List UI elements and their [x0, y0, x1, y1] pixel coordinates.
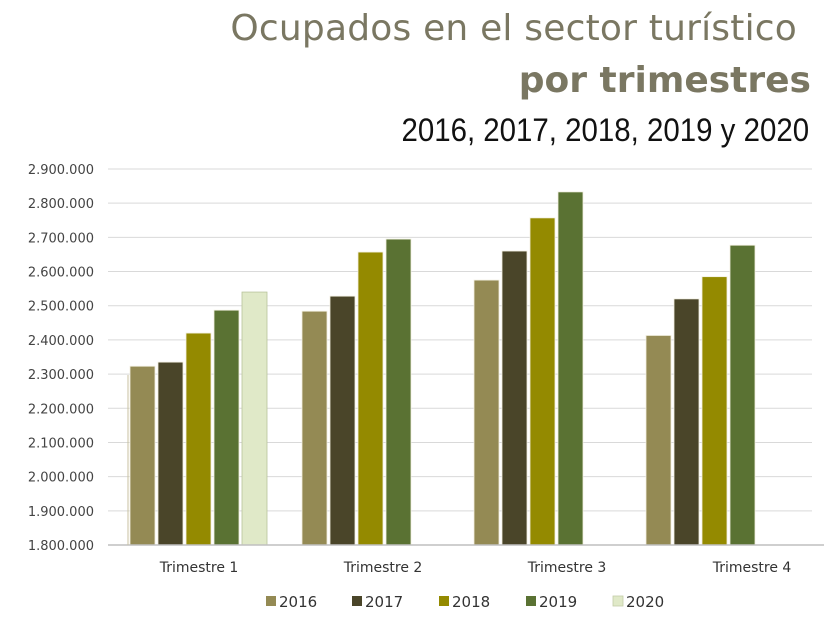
axes — [108, 375, 824, 546]
legend-swatch-2016 — [266, 596, 276, 606]
y-tick-label: 2.600.000 — [28, 266, 94, 281]
legend-label-2016: 2016 — [279, 593, 317, 611]
legend-label-2018: 2018 — [452, 593, 490, 611]
bar-2019-trimestre-1 — [213, 309, 240, 546]
legend-swatch-2017 — [352, 596, 362, 606]
legend-label-2019: 2019 — [539, 593, 577, 611]
bar-2020-trimestre-1 — [241, 291, 268, 546]
bar-2016-trimestre-4 — [645, 335, 672, 546]
y-tick-label: 2.800.000 — [28, 197, 94, 212]
legend-swatch-2020 — [612, 595, 624, 607]
chart-years-subtitle: 2016, 2017, 2018, 2019 y 2020 — [401, 112, 809, 148]
y-tick-label: 2.700.000 — [28, 231, 94, 246]
legend-swatch-2019 — [526, 596, 536, 606]
bar-2018-trimestre-3 — [529, 217, 556, 546]
y-tick-label: 2.200.000 — [28, 402, 94, 417]
legend: 2016 2017 2018 2019 2020 — [266, 593, 664, 611]
legend-label-2020: 2020 — [626, 593, 664, 611]
legend-swatch-2018 — [439, 596, 449, 606]
chart-title: Ocupados en el sector turístico — [230, 8, 797, 49]
x-category-label: Trimestre 3 — [527, 560, 607, 576]
bar-2019-trimestre-4 — [729, 244, 756, 546]
bar-2018-trimestre-2 — [357, 251, 384, 546]
y-tick-label: 1.900.000 — [28, 505, 94, 520]
y-tick-label: 2.000.000 — [28, 471, 94, 486]
bar-2017-trimestre-1 — [157, 361, 184, 546]
bars — [129, 191, 756, 546]
bar-2017-trimestre-2 — [329, 295, 356, 546]
x-category-label: Trimestre 2 — [343, 560, 423, 576]
x-category-label: Trimestre 1 — [159, 560, 239, 576]
bar-2018-trimestre-4 — [701, 276, 728, 546]
legend-label-2017: 2017 — [365, 593, 403, 611]
bar-2017-trimestre-4 — [673, 298, 700, 546]
y-tick-label: 2.900.000 — [28, 163, 94, 178]
bar-2017-trimestre-3 — [501, 250, 528, 546]
chart-subtitle: por trimestres — [518, 60, 811, 101]
y-tick-label: 2.300.000 — [28, 368, 94, 383]
y-axis-ticks: 1.800.000 1.900.000 2.000.000 2.100.000 2.20… — [28, 163, 94, 554]
y-tick-label: 2.100.000 — [28, 436, 94, 451]
y-tick-label: 1.800.000 — [28, 539, 94, 554]
bar-2019-trimestre-3 — [557, 191, 584, 546]
x-category-label: Trimestre 4 — [712, 560, 792, 576]
bar-2018-trimestre-1 — [185, 332, 212, 546]
y-tick-label: 2.400.000 — [28, 334, 94, 349]
bar-2016-trimestre-2 — [301, 310, 328, 546]
x-axis-labels: Trimestre 1 Trimestre 2 Trimestre 3 Trimest… — [159, 560, 792, 576]
bar-2016-trimestre-3 — [473, 279, 500, 546]
bar-2016-trimestre-1 — [129, 365, 156, 546]
y-tick-label: 2.500.000 — [28, 300, 94, 315]
bar-2019-trimestre-2 — [385, 238, 412, 546]
